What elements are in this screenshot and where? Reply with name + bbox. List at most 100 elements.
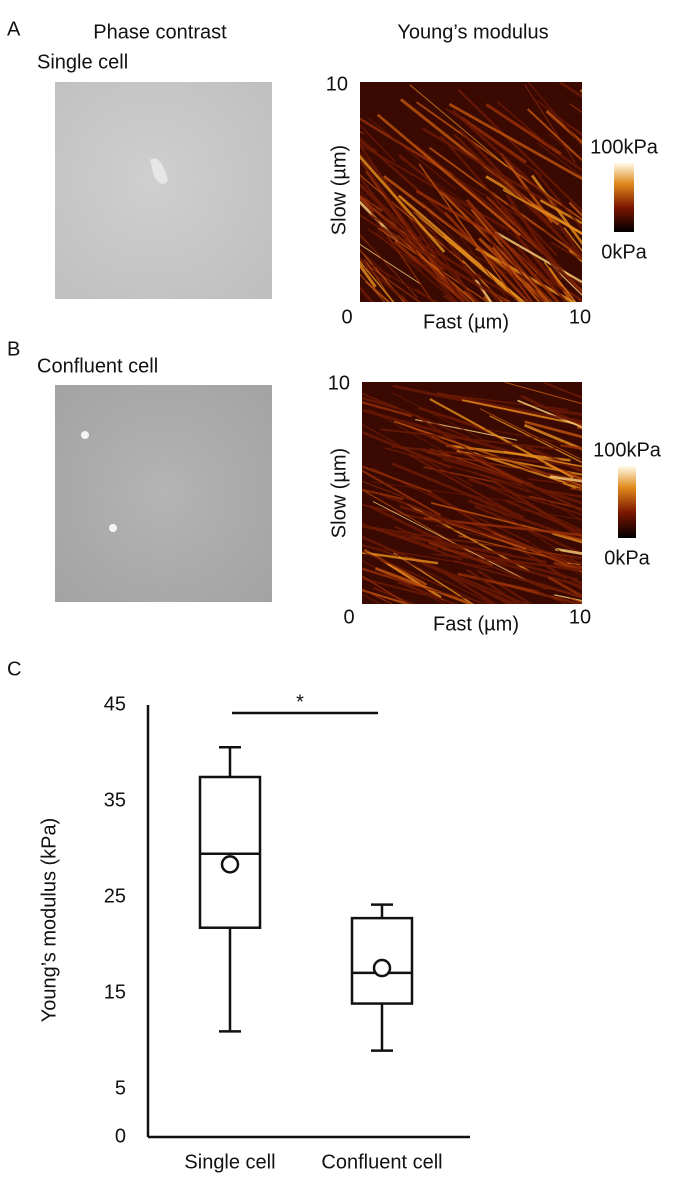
fiber — [380, 428, 556, 450]
fiber — [489, 415, 582, 464]
fiber — [479, 408, 581, 460]
fiber — [458, 129, 565, 241]
fiber — [561, 468, 582, 480]
fiber — [494, 230, 582, 284]
fiber — [505, 193, 563, 280]
fiber — [433, 164, 573, 249]
fiber — [362, 551, 439, 565]
fiber — [474, 278, 493, 302]
fiber — [543, 261, 577, 302]
y-tick-label: 45 — [104, 693, 126, 715]
column-title: Young’s modulus — [397, 21, 548, 43]
fiber — [360, 182, 422, 242]
fiber — [499, 152, 554, 224]
y-tick-label: 35 — [104, 789, 126, 811]
fiber — [360, 194, 434, 302]
fiber — [360, 183, 419, 243]
fiber — [362, 488, 404, 501]
fiber — [578, 565, 582, 569]
fiber — [360, 124, 396, 162]
fiber — [376, 113, 522, 237]
fiber — [362, 392, 471, 439]
fiber — [360, 262, 377, 288]
fiber — [360, 213, 421, 256]
fiber — [360, 259, 421, 302]
fiber — [360, 285, 374, 302]
fiber — [360, 137, 454, 222]
x-tick-label: Single cell — [184, 1151, 275, 1173]
fiber — [362, 543, 400, 558]
fiber — [391, 462, 525, 519]
fiber — [377, 227, 489, 302]
fiber — [491, 246, 541, 302]
colorbar-min: 0kPa — [604, 547, 650, 569]
fiber — [360, 197, 375, 213]
fiber — [363, 548, 428, 586]
fiber — [550, 241, 582, 261]
fiber — [465, 198, 560, 302]
fiber — [362, 577, 426, 596]
significance-mark: * — [296, 691, 304, 713]
box — [198, 775, 262, 929]
fiber — [362, 401, 413, 418]
fiber — [413, 255, 458, 302]
fiber — [469, 522, 582, 568]
fiber — [362, 575, 409, 604]
fiber — [543, 382, 582, 399]
fiber — [370, 481, 528, 504]
fiber — [539, 199, 582, 225]
fiber — [418, 163, 513, 296]
fiber — [456, 251, 493, 302]
fiber — [360, 260, 395, 302]
fiber — [360, 243, 421, 285]
fiber — [444, 211, 531, 302]
fiber — [360, 151, 451, 253]
y-tick-label: 25 — [104, 885, 126, 907]
fiber — [430, 502, 582, 542]
fiber — [549, 475, 582, 483]
fiber — [413, 211, 522, 302]
fiber — [502, 188, 582, 235]
colorbar-max: 100kPa — [593, 439, 662, 461]
fiber — [368, 213, 525, 302]
fiber — [496, 100, 553, 150]
fiber — [553, 262, 582, 287]
y-axis-title: Slow (µm) — [328, 448, 350, 538]
fiber — [393, 552, 474, 604]
fiber — [458, 535, 546, 558]
fiber — [459, 235, 511, 302]
fiber — [501, 246, 553, 302]
row-label: Confluent cell — [37, 355, 158, 377]
x-axis-title: Fast (µm) — [433, 613, 519, 635]
fiber — [558, 82, 582, 99]
fiber — [504, 450, 582, 468]
fiber — [373, 586, 416, 604]
fiber — [360, 174, 465, 265]
fiber — [360, 154, 446, 253]
panel-label: A — [7, 18, 21, 40]
y-tick-label: 5 — [115, 1077, 126, 1099]
fiber — [535, 273, 569, 302]
phase-image — [55, 385, 272, 602]
phase-image — [55, 82, 272, 299]
fiber — [384, 447, 523, 487]
fiber — [443, 294, 457, 302]
fiber — [367, 228, 453, 289]
fiber — [362, 526, 512, 556]
panel-label: C — [7, 658, 21, 680]
fiber — [533, 169, 582, 230]
fiber — [507, 203, 558, 256]
fiber — [399, 157, 535, 250]
fiber — [364, 265, 410, 302]
colorbar-min: 0kPa — [601, 241, 647, 263]
fiber — [516, 245, 568, 302]
modulus-map — [360, 82, 582, 302]
fiber — [545, 110, 582, 145]
origin-label: 0 — [341, 306, 352, 328]
fiber — [377, 230, 423, 272]
y-axis-title: Young’s modulus (kPa) — [38, 818, 60, 1023]
phase-spot — [81, 431, 89, 439]
fiber — [362, 409, 529, 458]
fiber — [472, 451, 582, 489]
fiber — [373, 526, 463, 561]
